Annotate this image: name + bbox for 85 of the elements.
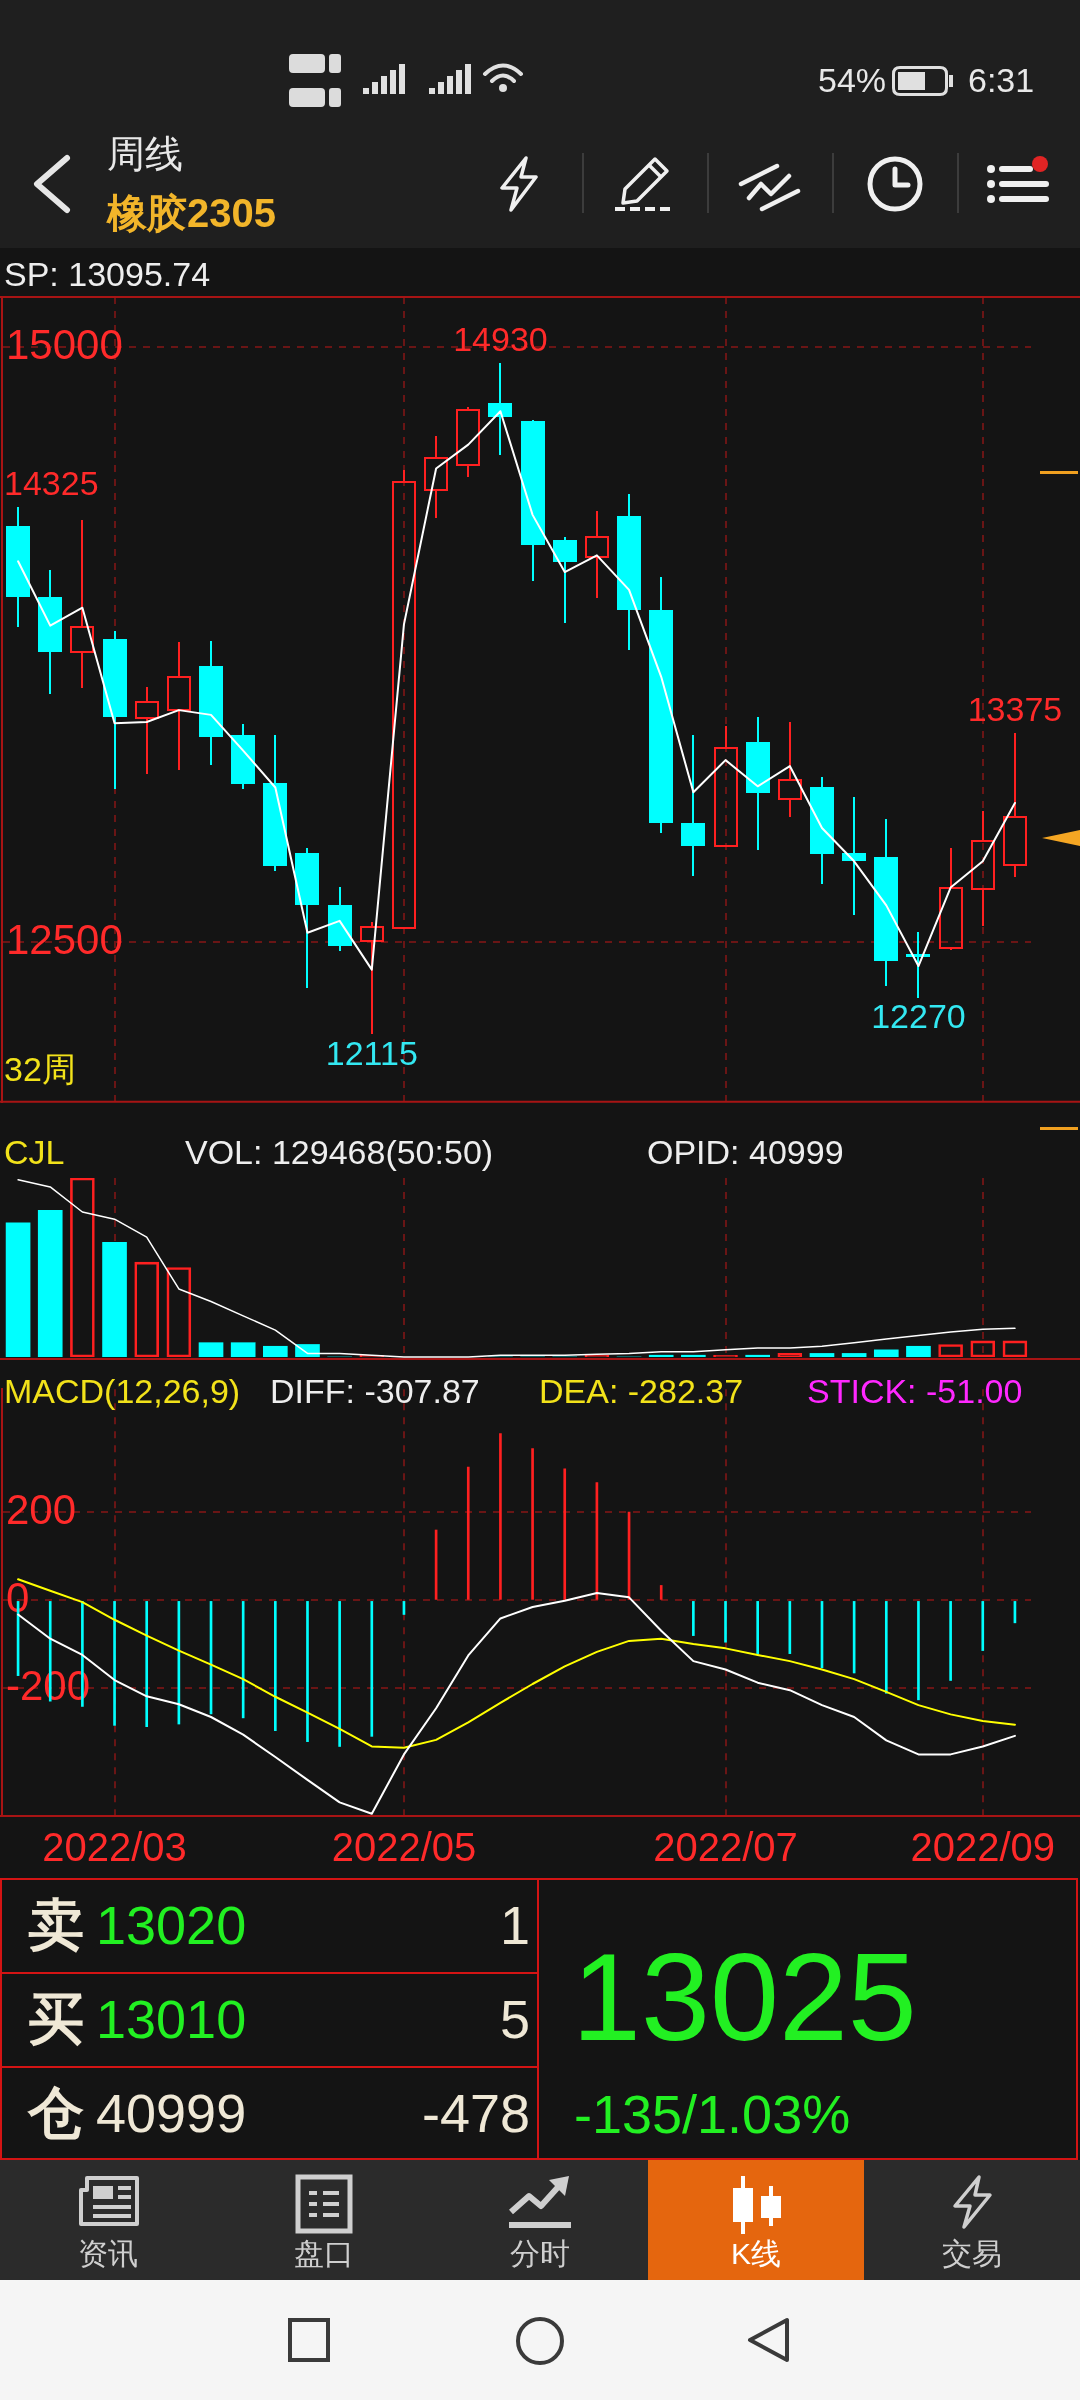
y-tick-label: 12500: [6, 915, 123, 963]
bar: [230, 1342, 256, 1357]
candlestick: [746, 717, 770, 850]
x-tick-label: 2022/03: [42, 1825, 187, 1870]
text: 盘口: [294, 2237, 354, 2271]
text: 分时: [510, 2237, 570, 2271]
text: OPID: 40999: [647, 1133, 844, 1172]
text: K线: [730, 2237, 782, 2271]
annotation: 14930: [453, 320, 548, 359]
annotation: DIFF: -307.87: [270, 1372, 480, 1411]
candlestick: [585, 510, 609, 599]
candlestick: [360, 921, 384, 1035]
bar: [681, 1354, 706, 1357]
candlestick: [971, 810, 995, 927]
chart-title: 周线: [107, 132, 183, 176]
candlestick: [874, 819, 898, 986]
text: 13025: [572, 1928, 917, 2066]
x-tick-label: 2022/07: [653, 1825, 798, 1870]
bar: [263, 1345, 288, 1357]
candlestick: [939, 847, 963, 951]
y-tick-label: 200: [6, 1485, 77, 1533]
candlestick: [328, 887, 352, 951]
text: 仓: [28, 2080, 84, 2146]
annotation: 13375: [967, 690, 1063, 729]
candlestick: [714, 725, 738, 847]
candlestick: [199, 641, 223, 765]
text: 资讯: [78, 2237, 138, 2271]
text: -135/1.03%: [574, 2083, 851, 2145]
text: -478: [421, 2082, 530, 2144]
text: 13020: [96, 1894, 247, 1956]
annotation: 12270: [871, 997, 966, 1036]
text: SP: 13095.74: [4, 255, 211, 294]
bar: [5, 1222, 31, 1357]
candlestick: [521, 420, 545, 581]
bar: [198, 1342, 224, 1357]
candlestick: [553, 537, 577, 623]
x-tick-label: 2022/09: [910, 1825, 1056, 1870]
candlestick: [424, 435, 448, 519]
text: VOL: 129468(50:50): [185, 1133, 494, 1172]
text: 5: [499, 1988, 530, 2050]
candlestick: [488, 363, 512, 455]
text: 40999: [96, 2082, 247, 2144]
y-tick-label: 15000: [6, 320, 123, 368]
chart-subtitle: 橡胶2305: [107, 190, 276, 236]
annotation: DEA: -282.37: [539, 1372, 744, 1411]
chart-title: MACD(12,26,9): [4, 1372, 241, 1411]
bar: [648, 1354, 674, 1357]
candlestick: [167, 641, 191, 771]
annotation: 32周: [4, 1050, 76, 1089]
bar: [809, 1353, 835, 1357]
text: 54%: [818, 60, 887, 100]
bar: [102, 1242, 127, 1357]
bar: [745, 1354, 770, 1357]
text: 买: [28, 1986, 84, 2052]
bar: [841, 1353, 867, 1357]
candlestick: [842, 797, 866, 915]
text: 交易: [942, 2237, 1002, 2271]
text: 卖: [28, 1892, 84, 1958]
annotation: STICK: -51.00: [807, 1372, 1023, 1411]
bar: [906, 1345, 931, 1357]
candlestick: [103, 631, 127, 789]
text: 1: [499, 1894, 530, 1956]
bar: [37, 1209, 63, 1357]
candlestick: [617, 494, 641, 650]
candlestick: [810, 777, 834, 884]
candlestick: [135, 686, 159, 775]
candlestick: [778, 721, 802, 818]
candlestick: [263, 735, 287, 871]
candlestick: [649, 577, 673, 833]
chart-title: CJL: [4, 1133, 65, 1172]
text: 13010: [96, 1988, 247, 2050]
y-tick-label: 0: [6, 1573, 30, 1621]
candlestick: [70, 519, 94, 689]
annotation: 12115: [325, 1034, 418, 1073]
x-tick-label: 2022/05: [331, 1825, 477, 1870]
candlestick: [6, 507, 30, 627]
annotation: 14325: [4, 464, 99, 503]
candlestick: [1003, 732, 1027, 878]
candlestick: [231, 724, 255, 789]
candlestick: [456, 406, 480, 478]
candlestick: [295, 848, 319, 988]
bar: [873, 1349, 899, 1357]
text: 6:31: [968, 60, 1035, 100]
candlestick: [681, 735, 705, 876]
candlestick: [38, 570, 62, 694]
